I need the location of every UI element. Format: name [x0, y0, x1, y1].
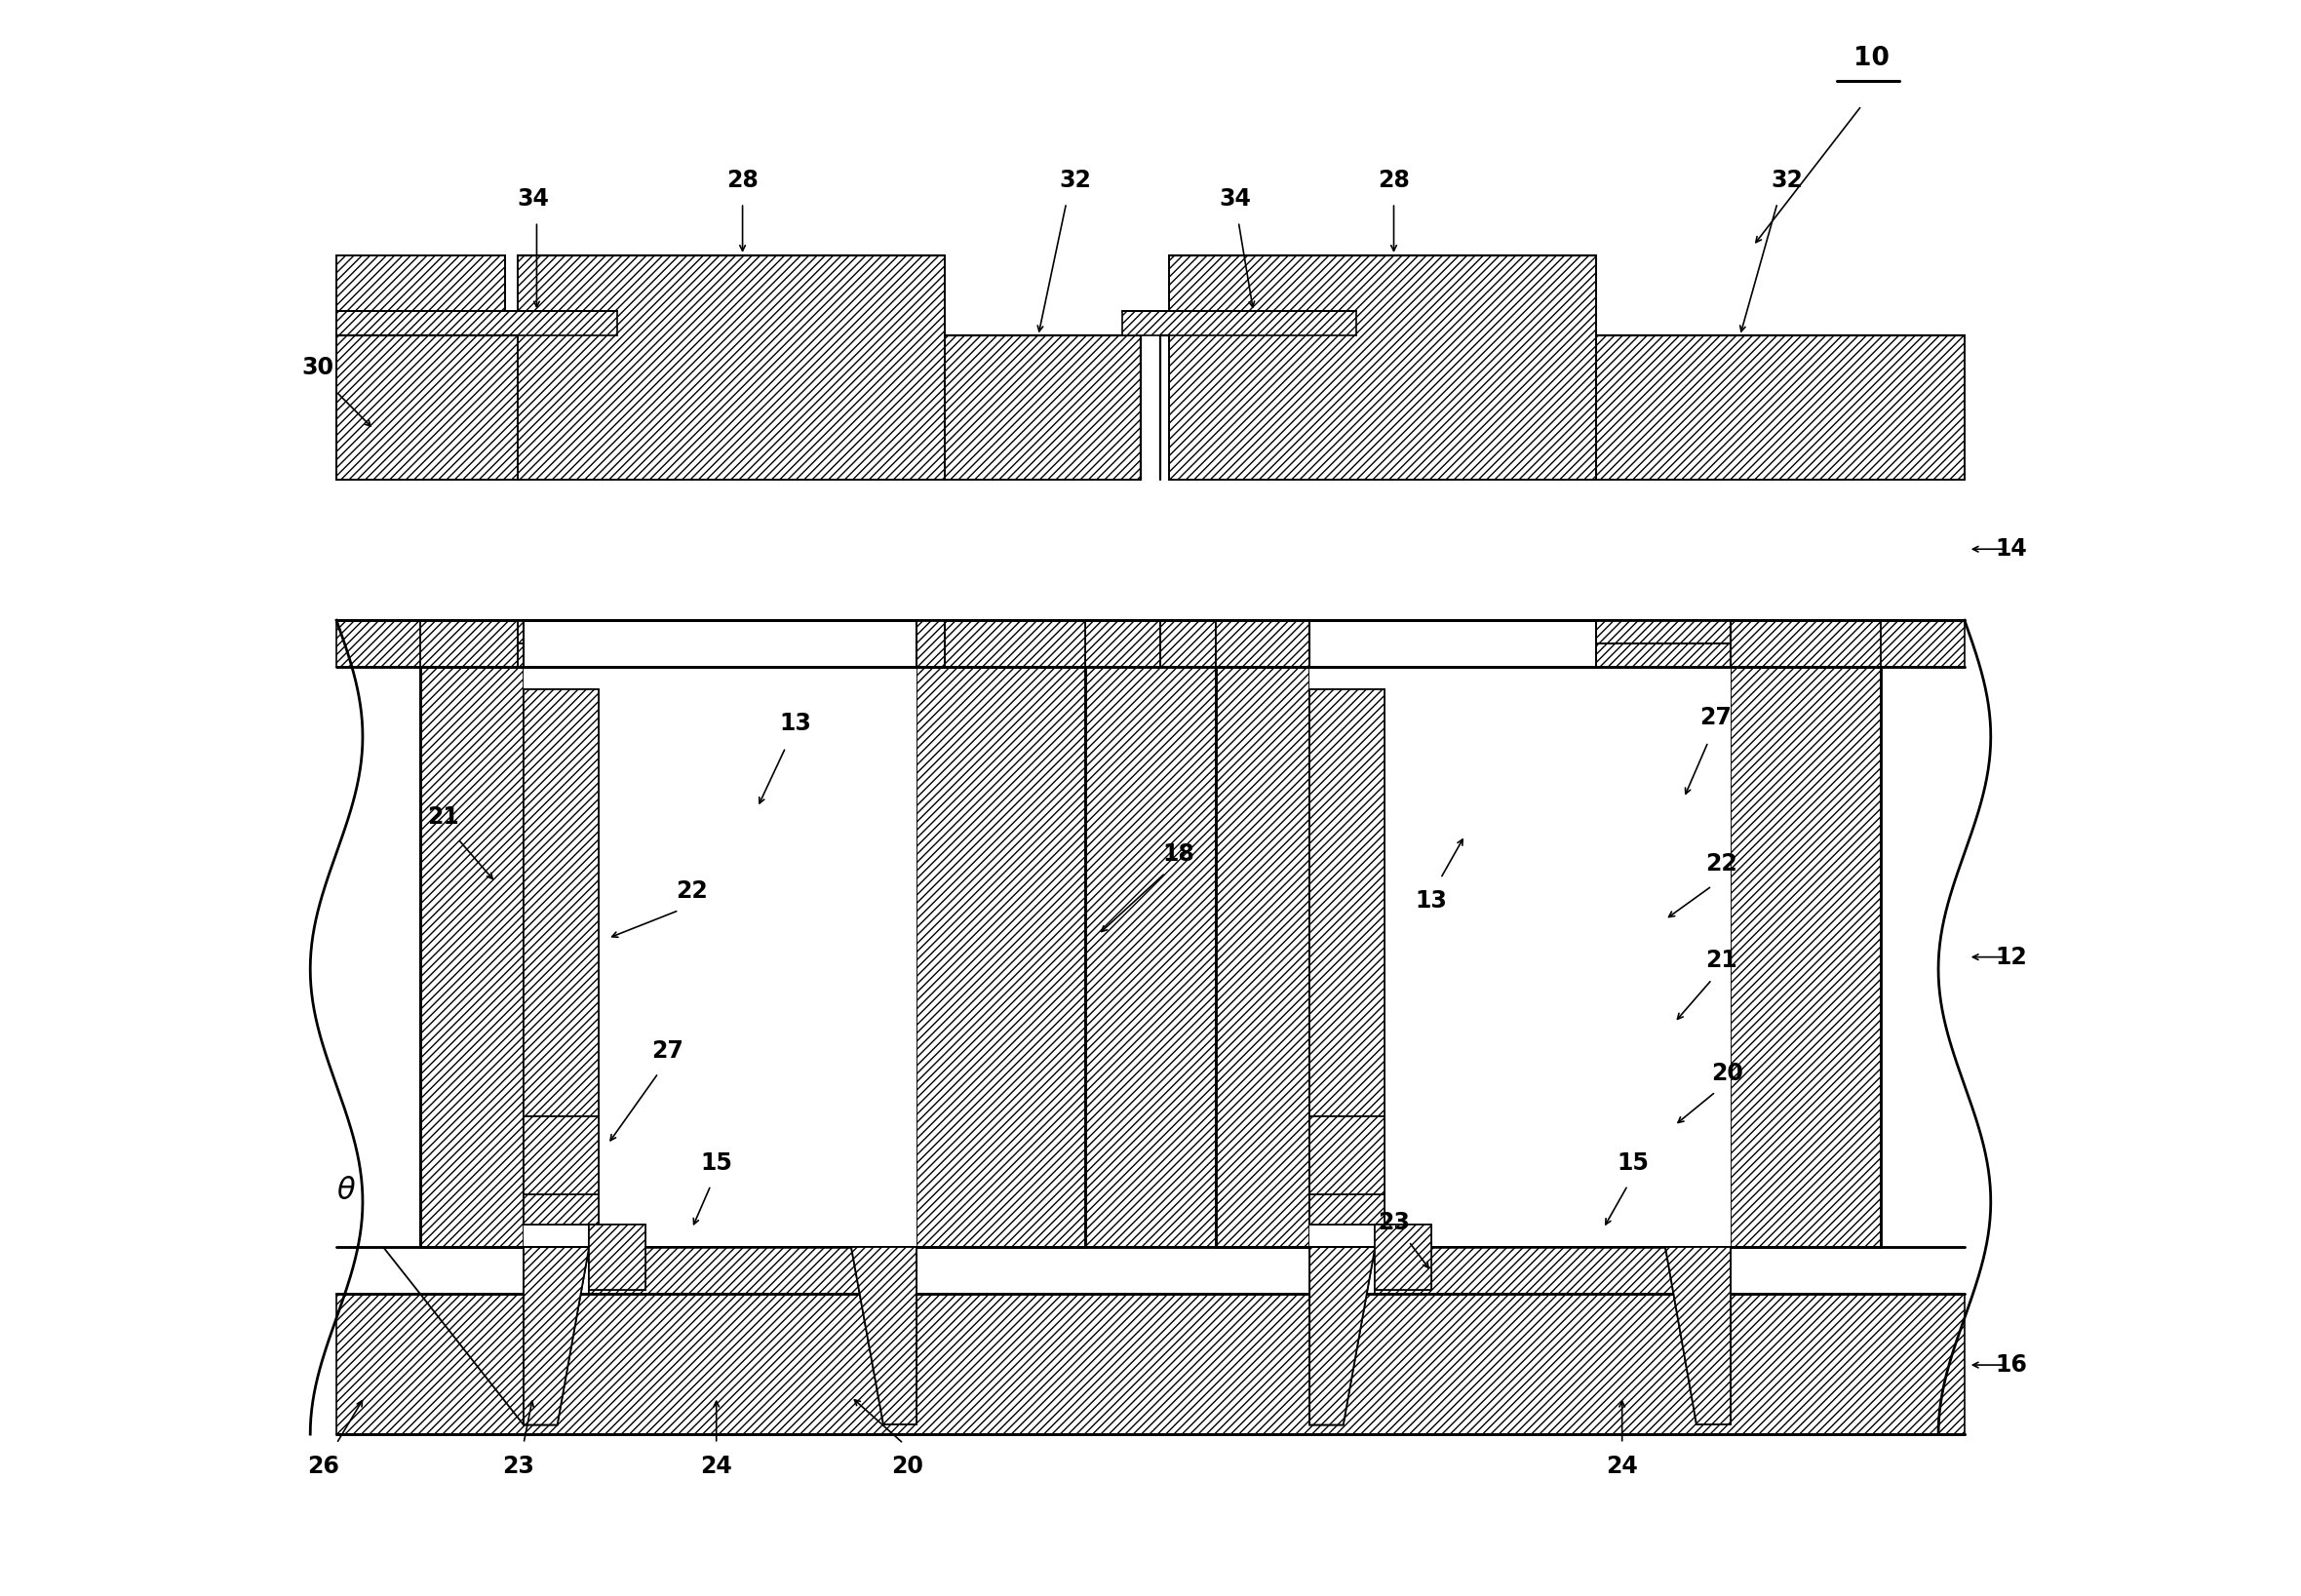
Polygon shape	[1309, 1246, 1376, 1425]
Bar	[336, 335, 518, 480]
Polygon shape	[1666, 1246, 1730, 1425]
Bar	[518, 255, 946, 480]
Text: 22: 22	[676, 879, 709, 903]
Text: 13: 13	[1415, 889, 1447, 913]
Bar	[916, 667, 1086, 1246]
Bar	[336, 621, 1965, 667]
Bar	[336, 311, 617, 335]
Bar	[916, 621, 946, 667]
Bar	[1376, 1246, 1730, 1294]
Text: 32: 32	[1061, 169, 1091, 192]
Bar	[1730, 667, 1880, 1246]
Text: 24: 24	[700, 1454, 732, 1478]
Bar	[1086, 667, 1215, 1246]
Bar	[916, 621, 1086, 667]
Text: 27: 27	[651, 1039, 683, 1063]
Text: 28: 28	[1378, 169, 1411, 192]
Bar	[518, 621, 525, 667]
Bar	[1309, 1116, 1385, 1195]
Bar	[1086, 621, 1215, 1246]
Bar	[1597, 335, 1965, 480]
Bar	[525, 621, 916, 667]
Bar	[1309, 1116, 1385, 1195]
Text: 14: 14	[1995, 538, 2027, 560]
Bar	[525, 689, 598, 1224]
Bar	[1086, 621, 1215, 1246]
Text: 21: 21	[428, 804, 460, 828]
Bar	[1215, 667, 1309, 1246]
Bar	[589, 1224, 644, 1290]
Polygon shape	[1309, 1246, 1376, 1425]
Text: 23: 23	[1378, 1211, 1411, 1234]
Text: 15: 15	[1618, 1151, 1650, 1175]
Bar	[1215, 621, 1309, 667]
Bar	[421, 667, 525, 1246]
Bar	[1309, 667, 1730, 1246]
Text: 22: 22	[1705, 852, 1737, 875]
Text: 23: 23	[502, 1454, 534, 1478]
Bar	[1123, 311, 1355, 335]
Text: 27: 27	[1700, 705, 1733, 729]
Text: 28: 28	[727, 169, 759, 192]
Polygon shape	[851, 1246, 916, 1425]
Bar	[589, 1224, 644, 1290]
Text: $\theta$: $\theta$	[336, 1176, 357, 1205]
Polygon shape	[851, 1246, 916, 1425]
Polygon shape	[1666, 1246, 1730, 1425]
Text: 13: 13	[780, 712, 810, 734]
Bar	[1309, 621, 1730, 667]
Text: 24: 24	[1606, 1454, 1638, 1478]
Text: 21: 21	[1705, 950, 1737, 972]
Polygon shape	[525, 1246, 589, 1425]
Bar	[1309, 689, 1385, 1224]
Bar	[1376, 1224, 1431, 1290]
Bar	[589, 1246, 916, 1294]
Polygon shape	[525, 1246, 589, 1425]
Bar	[525, 1116, 598, 1195]
Bar	[525, 1116, 598, 1195]
Bar	[589, 1246, 916, 1294]
Bar	[421, 621, 525, 667]
Bar	[525, 667, 916, 1246]
Text: 30: 30	[301, 356, 334, 380]
Text: 15: 15	[700, 1151, 732, 1175]
Bar	[336, 621, 1965, 1435]
Text: 10: 10	[1852, 46, 1889, 72]
Text: 34: 34	[1220, 187, 1252, 211]
Text: 34: 34	[518, 187, 550, 211]
Text: 16: 16	[1995, 1353, 2027, 1377]
Text: 18: 18	[1162, 843, 1194, 867]
Text: 12: 12	[1995, 945, 2027, 969]
Text: 26: 26	[308, 1454, 338, 1478]
Text: 32: 32	[1772, 169, 1802, 192]
Bar	[1376, 1224, 1431, 1290]
Bar	[336, 255, 504, 480]
Bar	[1730, 621, 1880, 667]
Bar	[1376, 1246, 1730, 1294]
Bar	[1597, 621, 1730, 667]
Bar	[946, 335, 1141, 480]
Bar	[1169, 255, 1597, 480]
Bar	[525, 667, 916, 1246]
Bar	[1309, 689, 1385, 1224]
Bar	[1309, 667, 1730, 1246]
Text: 20: 20	[890, 1454, 923, 1478]
Text: 20: 20	[1712, 1061, 1742, 1085]
Bar	[336, 1294, 1965, 1435]
Bar	[525, 689, 598, 1224]
